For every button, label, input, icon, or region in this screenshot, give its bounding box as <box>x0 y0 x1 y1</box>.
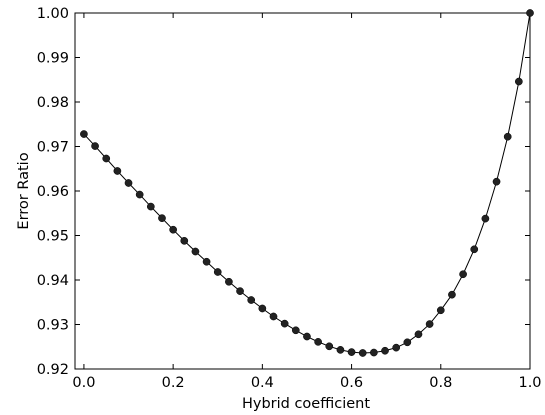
data-point <box>414 330 423 339</box>
x-tick-label: 0.8 <box>429 375 452 391</box>
data-point <box>247 296 256 304</box>
x-tick-label: 0.0 <box>72 375 95 391</box>
series-line <box>83 12 531 354</box>
data-point <box>303 332 311 341</box>
data-point <box>403 338 412 347</box>
x-axis-title: Hybrid coefficient <box>242 396 370 412</box>
data-point <box>347 348 356 356</box>
data-point <box>336 346 345 354</box>
data-point <box>258 304 267 313</box>
data-point <box>492 177 501 186</box>
y-tick-label: 0.98 <box>37 95 69 111</box>
data-point <box>146 202 155 211</box>
data-point <box>202 257 211 266</box>
y-tick-label: 1.00 <box>37 6 69 22</box>
x-tick-label: 0.4 <box>251 375 274 391</box>
data-point <box>225 277 233 286</box>
y-tick-label: 0.92 <box>37 362 69 378</box>
data-point <box>470 245 479 254</box>
y-tick-label: 0.95 <box>37 229 69 245</box>
data-point <box>358 349 367 357</box>
data-point <box>80 130 88 138</box>
data-point <box>314 338 322 346</box>
data-point <box>269 312 278 321</box>
plot-frame <box>74 12 531 370</box>
data-point <box>291 326 300 335</box>
data-point <box>448 290 456 299</box>
data-point <box>213 268 222 276</box>
y-tick-label: 0.93 <box>37 318 69 334</box>
data-point <box>124 179 133 187</box>
data-point <box>381 346 389 355</box>
data-point <box>325 342 334 351</box>
data-point <box>180 236 189 245</box>
data-point <box>236 287 244 295</box>
x-tick-label: 0.2 <box>162 375 185 391</box>
y-tick-label: 0.99 <box>37 51 69 67</box>
axis-ticks: 0.0 0.2 0.4 0.6 0.8 1.0 0.92 0.93 0.94 0.95 0.96 0.… <box>37 6 542 391</box>
data-point <box>526 9 534 17</box>
data-point <box>503 132 512 141</box>
data-point <box>459 270 467 279</box>
data-point <box>91 142 99 150</box>
data-point <box>158 214 166 222</box>
y-tick-label: 0.97 <box>37 140 69 156</box>
y-axis-title: Error Ratio <box>16 152 32 229</box>
data-point <box>113 167 122 175</box>
data-point <box>392 343 401 352</box>
data-point <box>280 319 289 328</box>
data-point <box>515 77 523 86</box>
data-point <box>169 225 177 234</box>
data-point <box>191 247 200 256</box>
data-point <box>102 154 111 163</box>
y-tick-label: 0.94 <box>37 273 69 289</box>
data-point <box>425 320 434 328</box>
data-point <box>135 190 144 199</box>
y-tick-label: 0.96 <box>37 184 69 200</box>
data-point <box>370 348 378 357</box>
data-point <box>436 306 445 315</box>
series-group <box>80 9 534 357</box>
data-point <box>481 214 490 223</box>
x-tick-label: 1.0 <box>518 375 541 391</box>
x-tick-label: 0.6 <box>340 375 363 391</box>
